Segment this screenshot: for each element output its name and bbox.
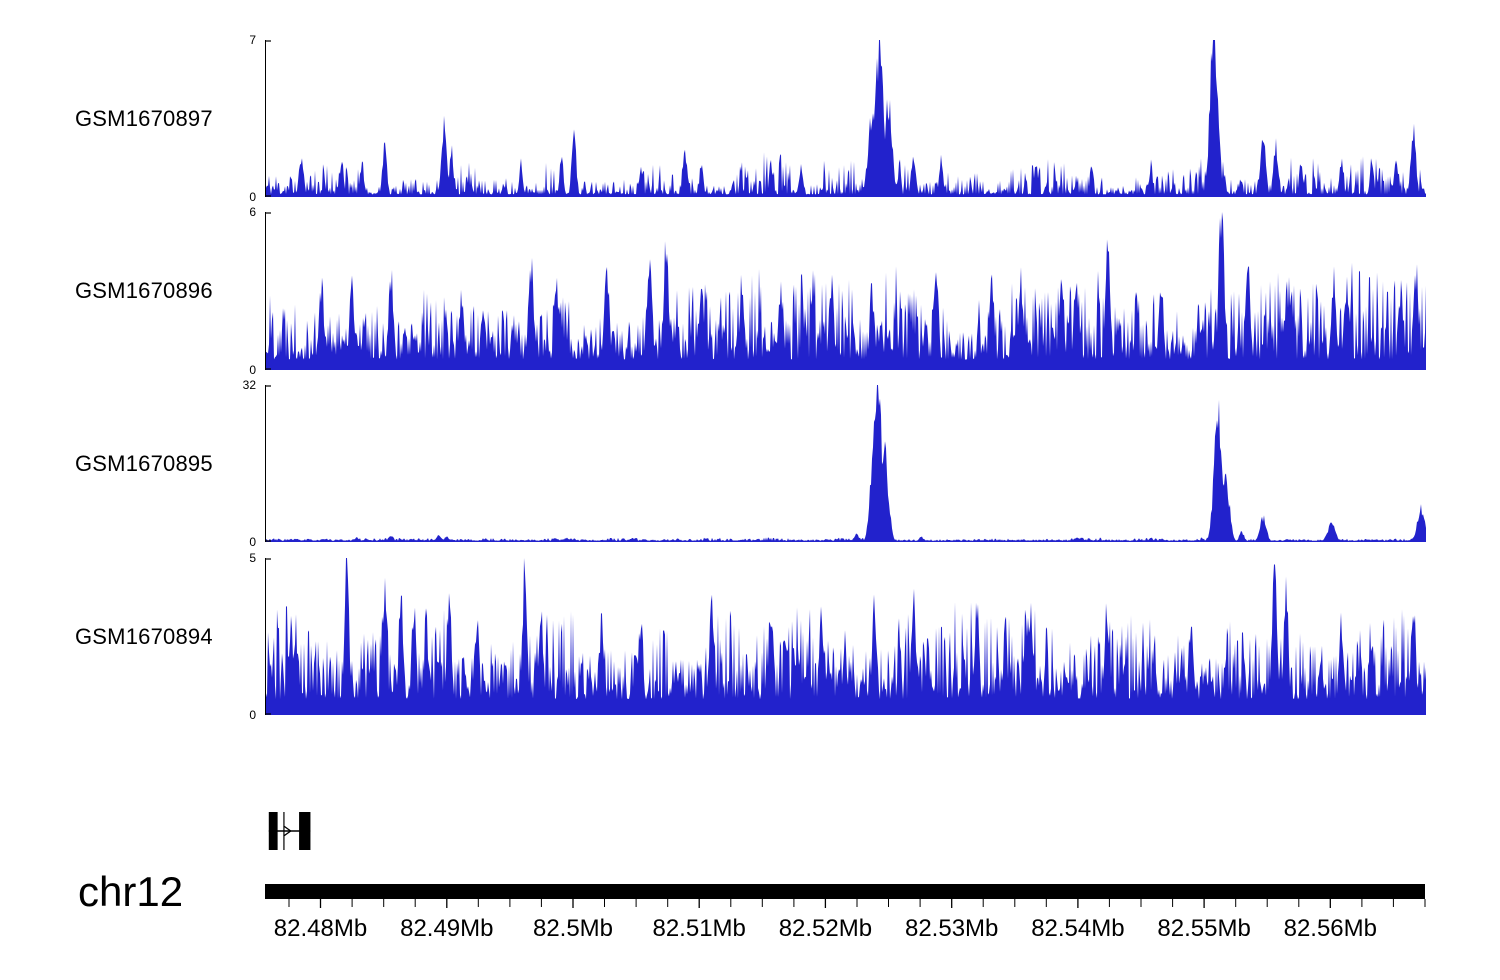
track-label: GSM1670896 — [75, 278, 213, 303]
coverage-signal — [266, 558, 1426, 715]
axis-tick-label: 82.52Mb — [779, 915, 872, 942]
track-row: GSM1670894 5 0 — [0, 551, 1500, 722]
axis-tick-label: 82.49Mb — [400, 915, 493, 942]
track-row: GSM1670897 7 0 — [0, 33, 1500, 204]
axis-tick-label: 82.55Mb — [1157, 915, 1250, 942]
y-axis-zero-label: 0 — [249, 190, 256, 204]
track-row: GSM1670895 32 0 — [0, 378, 1500, 549]
axis-tick-label: 82.54Mb — [1031, 915, 1124, 942]
coverage-plot — [265, 558, 1426, 715]
gene-model-track — [268, 812, 311, 850]
coverage-plot — [265, 212, 1426, 370]
y-axis-zero-label: 0 — [249, 363, 256, 377]
coverage-signal — [266, 385, 1426, 542]
track-row: GSM1670896 6 0 — [0, 205, 1500, 377]
track-label: GSM1670894 — [75, 623, 213, 649]
axis-tick-label: 82.5Mb — [533, 915, 613, 942]
coverage-signal — [266, 212, 1426, 370]
track-label: GSM1670895 — [75, 450, 213, 476]
coverage-plot — [265, 385, 1426, 542]
axis-tick-label: 82.56Mb — [1284, 915, 1377, 942]
strand-arrow-icon — [283, 825, 292, 837]
y-axis-max-label: 32 — [242, 378, 256, 392]
y-axis-zero-label: 0 — [249, 535, 256, 549]
genome-axis: 82.48Mb 82.49Mb 82.5Mb 82.51Mb 82.52Mb 82.53M… — [274, 899, 1426, 942]
y-axis-zero-label: 0 — [249, 708, 256, 722]
axis-tick-label: 82.53Mb — [905, 915, 998, 942]
axis-tick-label: 82.51Mb — [652, 915, 745, 942]
chromosome-ideogram-bar — [265, 884, 1425, 899]
exon-box — [299, 812, 311, 850]
y-axis-max-label: 6 — [249, 205, 256, 219]
track-label: GSM1670897 — [75, 105, 213, 131]
coverage-signal — [266, 40, 1426, 197]
chromosome-label: chr12 — [78, 868, 184, 915]
y-axis-max-label: 7 — [249, 33, 256, 47]
exon-box — [268, 812, 278, 850]
axis-tick-label: 82.48Mb — [274, 915, 367, 942]
coverage-plot — [265, 40, 1426, 197]
y-axis-max-label: 5 — [249, 551, 256, 565]
